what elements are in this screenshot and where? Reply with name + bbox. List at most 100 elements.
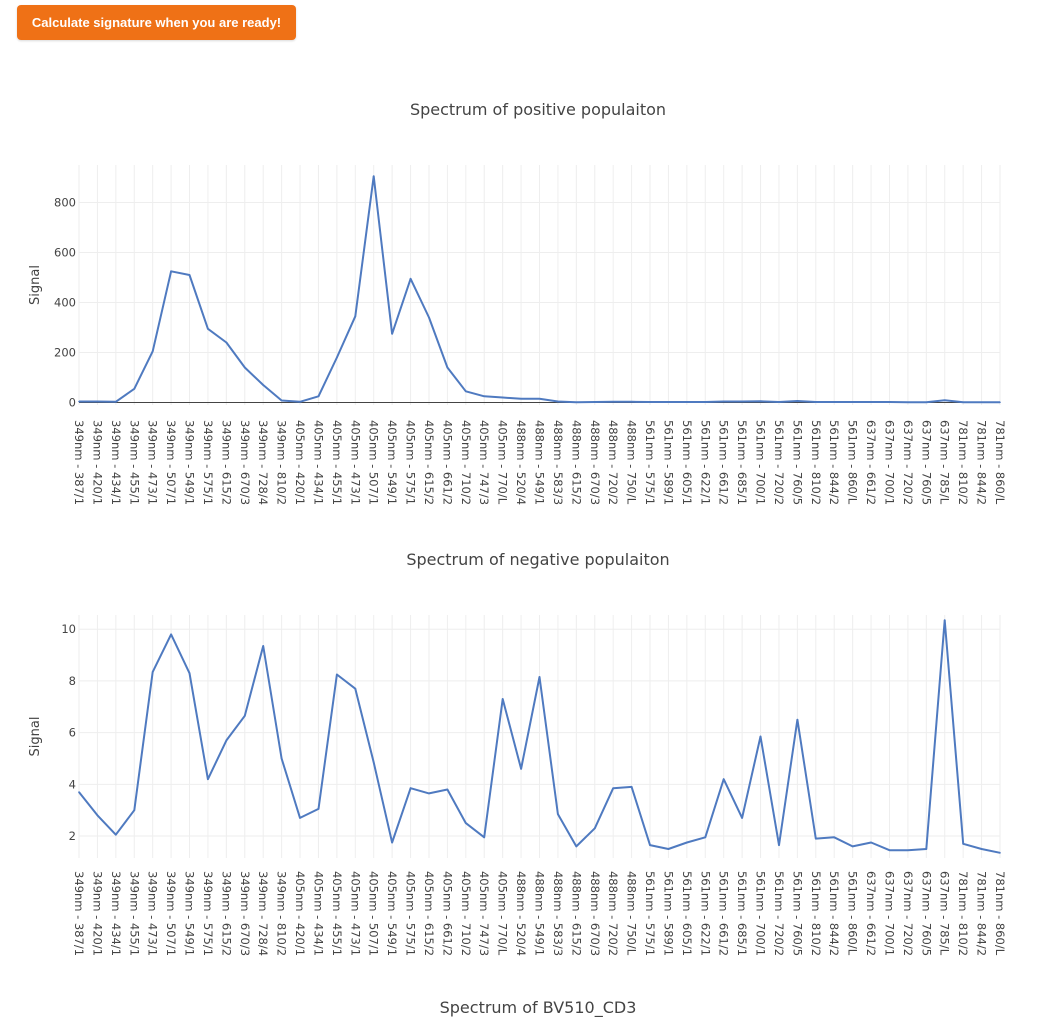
- positive-population-chart: Spectrum of positive populaiton 0 200 400 60…: [28, 100, 1007, 505]
- y-tick-label: 200: [54, 346, 76, 360]
- data-point: [999, 852, 1001, 854]
- data-point: [78, 400, 80, 403]
- x-tick-label: 637nm - 661/2: [864, 420, 878, 505]
- data-point: [538, 397, 541, 400]
- x-tick-label: 561nm - 685/1: [735, 420, 749, 505]
- series-points: [78, 175, 1001, 404]
- x-tick-label: 349nm - 670/3: [238, 420, 252, 505]
- x-tick-label: 349nm - 810/2: [275, 871, 289, 956]
- x-tick-label: 405nm - 549/1: [385, 420, 399, 505]
- data-point: [649, 401, 651, 403]
- data-point: [409, 787, 412, 790]
- data-point: [207, 778, 209, 780]
- x-tick-label: 561nm - 589/1: [661, 420, 675, 505]
- x-tick-label: 488nm - 750/L: [625, 871, 639, 956]
- data-point: [78, 791, 80, 793]
- x-tick-label: 349nm - 507/1: [164, 420, 178, 505]
- x-tick-label: 561nm - 575/1: [643, 871, 657, 956]
- data-point: [354, 687, 357, 690]
- x-tick-label: 349nm - 615/2: [219, 420, 233, 505]
- x-tick-label: 405nm - 575/1: [404, 420, 418, 505]
- y-tick-label: 2: [69, 829, 76, 843]
- x-tick-label: 488nm - 750/L: [625, 420, 639, 505]
- x-tick-label: 637nm - 720/2: [901, 420, 915, 505]
- x-tick-label: 637nm - 700/1: [882, 871, 896, 956]
- y-tick-label: 8: [69, 674, 76, 688]
- x-tick-label: 405nm - 770/L: [496, 871, 510, 956]
- x-tick-label: 781nm - 860/L: [993, 871, 1007, 956]
- x-tick-label: 561nm - 720/2: [772, 871, 786, 956]
- x-tick-label: 561nm - 700/1: [754, 871, 768, 956]
- data-point: [428, 316, 430, 319]
- data-point: [465, 822, 467, 824]
- data-point: [115, 400, 117, 403]
- data-point: [243, 366, 246, 369]
- x-tick-label: 561nm - 844/2: [827, 871, 841, 956]
- data-point: [815, 401, 817, 403]
- data-point: [870, 841, 872, 844]
- data-point: [907, 401, 909, 404]
- data-point: [170, 270, 172, 273]
- x-tick-label: 488nm - 583/3: [551, 420, 565, 505]
- data-point: [243, 715, 246, 717]
- data-point: [225, 739, 228, 742]
- data-point: [446, 366, 449, 369]
- x-tick-label: 349nm - 387/1: [72, 420, 86, 505]
- data-point: [888, 401, 891, 403]
- x-tick-label: 349nm - 810/2: [275, 420, 289, 505]
- data-point: [630, 400, 633, 403]
- x-tick-label: 637nm - 720/2: [901, 871, 915, 956]
- data-point: [833, 401, 836, 403]
- x-tick-label: 405nm - 710/2: [459, 420, 473, 505]
- y-axis-label: Signal: [28, 717, 43, 757]
- x-tick-label: 637nm - 760/5: [919, 420, 933, 505]
- data-point: [446, 788, 449, 791]
- data-point: [833, 836, 836, 839]
- data-point: [741, 400, 743, 403]
- x-tick-label: 349nm - 575/1: [201, 871, 215, 956]
- x-tick-label: 488nm - 615/2: [569, 871, 583, 956]
- data-point: [925, 401, 928, 404]
- data-point: [888, 849, 891, 852]
- x-tick-label: 349nm - 387/1: [72, 871, 86, 956]
- x-tick-label: 349nm - 420/1: [90, 420, 104, 505]
- data-point: [501, 396, 504, 399]
- data-point: [501, 698, 504, 700]
- data-point: [962, 842, 964, 845]
- calculate-signature-button[interactable]: Calculate signature when you are ready!: [17, 5, 296, 40]
- data-point: [391, 841, 393, 844]
- data-point: [299, 817, 301, 819]
- x-tick-label: 405nm - 420/1: [293, 420, 307, 505]
- data-point: [372, 175, 375, 178]
- x-tick-label: 349nm - 549/1: [183, 420, 197, 505]
- data-point: [557, 400, 559, 403]
- data-point: [428, 792, 430, 795]
- x-tick-label: 488nm - 583/3: [551, 871, 565, 956]
- data-point: [704, 836, 707, 839]
- data-point: [630, 786, 633, 788]
- y-tick-label: 0: [69, 396, 76, 410]
- x-tick-label: 405nm - 615/2: [422, 871, 436, 956]
- x-tick-label: 405nm - 507/1: [367, 871, 381, 956]
- data-point: [538, 676, 541, 678]
- data-point: [593, 827, 596, 830]
- x-tick-label: 561nm - 589/1: [661, 871, 675, 956]
- x-axis: 349nm - 387/1 349nm - 420/1 349nm - 434/1 3…: [72, 871, 1007, 956]
- data-point: [96, 814, 99, 817]
- data-point: [483, 395, 486, 398]
- data-point: [778, 401, 780, 403]
- data-point: [612, 400, 614, 403]
- data-point: [262, 645, 265, 647]
- x-tick-label: 405nm - 549/1: [385, 871, 399, 956]
- data-point: [336, 673, 338, 676]
- x-tick-label: 561nm - 685/1: [735, 871, 749, 956]
- x-tick-label: 349nm - 728/4: [256, 420, 270, 505]
- data-point: [907, 849, 909, 852]
- y-tick-label: 10: [61, 622, 76, 636]
- data-point: [96, 400, 99, 403]
- data-point: [667, 848, 670, 850]
- y-tick-label: 600: [54, 246, 76, 260]
- data-point: [170, 633, 172, 636]
- x-tick-label: 561nm - 605/1: [680, 871, 694, 956]
- x-tick-label: 637nm - 785/L: [938, 871, 952, 956]
